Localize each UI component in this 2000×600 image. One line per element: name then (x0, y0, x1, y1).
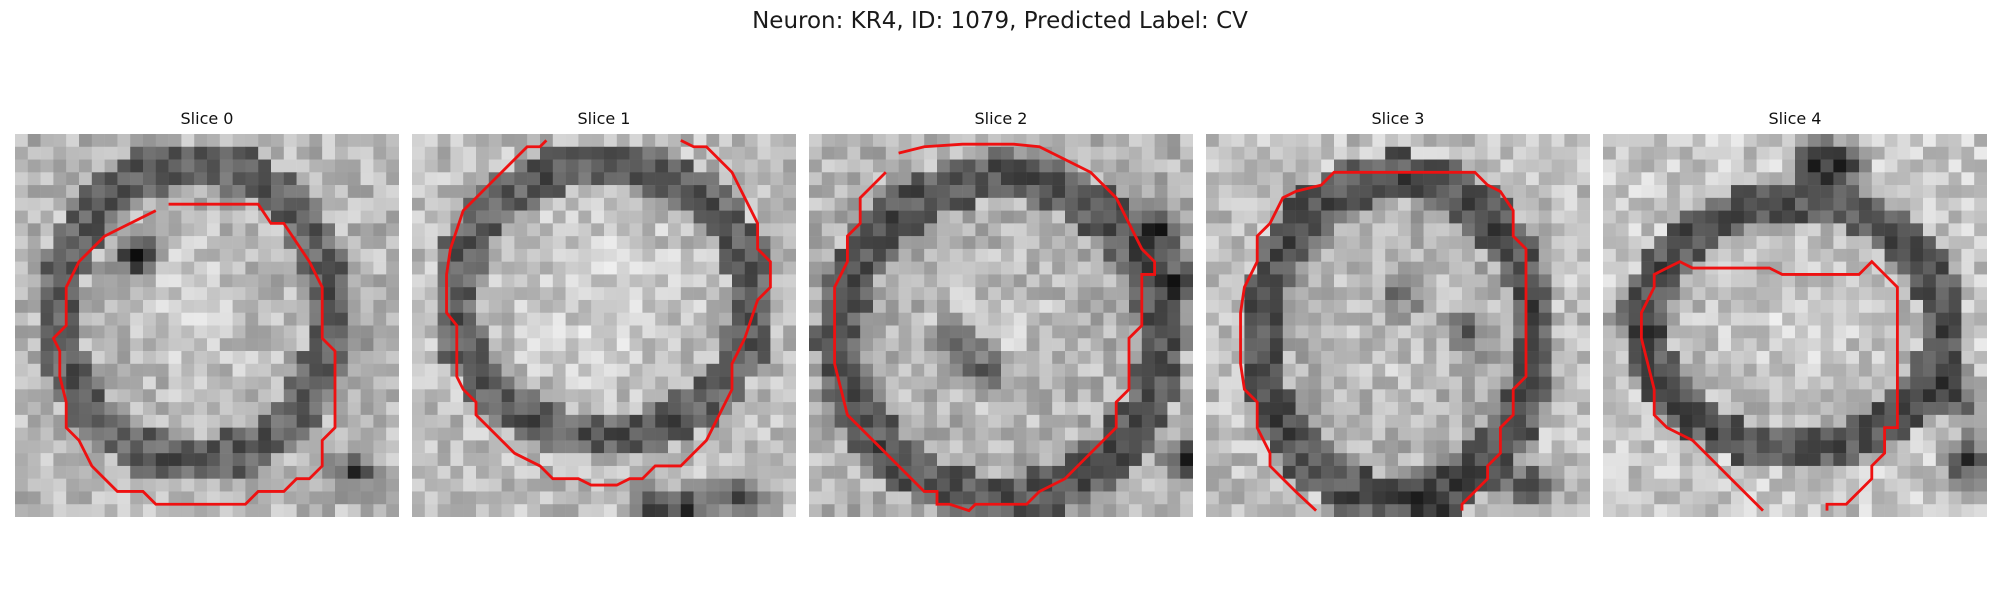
figure-title: Neuron: KR4, ID: 1079, Predicted Label: … (752, 8, 1248, 34)
slice-image-3 (1206, 134, 1590, 517)
slice-title-4: Slice 4 (1768, 109, 1822, 128)
slice-image-2 (809, 134, 1193, 517)
slice-title-3: Slice 3 (1371, 109, 1425, 128)
slice-title-0: Slice 0 (180, 109, 234, 128)
slice-panel-3: Slice 3 (1206, 110, 1590, 517)
slice-panel-2: Slice 2 (809, 110, 1193, 517)
slice-panel-4: Slice 4 (1603, 110, 1987, 517)
slice-title-1: Slice 1 (577, 109, 631, 128)
roi-contour (1639, 259, 1899, 512)
roi-contour (445, 139, 772, 487)
slice-image-4 (1603, 134, 1987, 517)
roi-contour (1239, 170, 1528, 512)
roi-contour (51, 202, 337, 506)
slice-image-1 (412, 134, 796, 517)
slice-panel-1: Slice 1 (412, 110, 796, 517)
slice-image-0 (15, 134, 399, 517)
slice-panel-0: Slice 0 (15, 110, 399, 517)
slice-title-2: Slice 2 (974, 109, 1028, 128)
roi-contour (833, 142, 1157, 513)
